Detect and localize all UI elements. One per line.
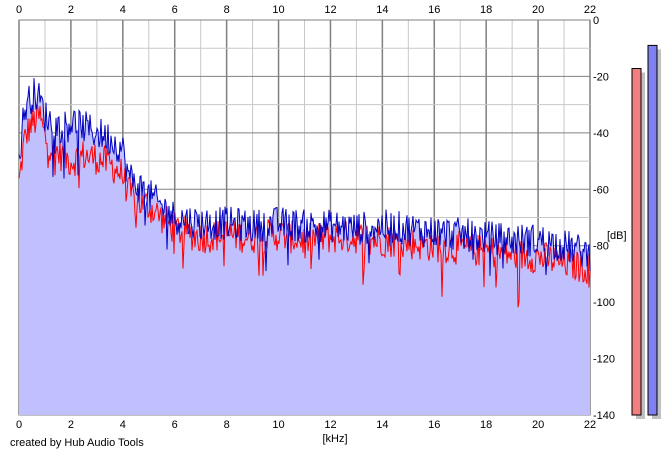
x-tick-label: 4 (120, 4, 126, 16)
x-tick-labels-bottom: 0 2 4 6 8 10 12 14 16 18 20 22 (16, 419, 596, 431)
x-tick-label: 10 (272, 419, 284, 431)
x-tick-label: 12 (324, 419, 336, 431)
series-line-blue (18, 78, 591, 276)
x-tick-label: 20 (532, 4, 544, 16)
y-tick-label: -40 (593, 128, 609, 140)
y-tick-label: -120 (593, 354, 615, 366)
x-tick-label: 20 (532, 419, 544, 431)
x-tick-label: 0 (16, 419, 22, 431)
x-tick-label: 8 (224, 419, 230, 431)
x-tick-label: 22 (584, 4, 596, 16)
y-tick-label: -80 (593, 241, 609, 253)
y-tick-labels: 0 -20 -40 -60 -80 -100 -120 -140 (593, 15, 615, 422)
x-tick-labels-top: 0 2 4 6 8 10 12 14 16 18 20 22 (16, 4, 596, 16)
level-meters (631, 44, 661, 420)
series-line-red (18, 102, 591, 308)
x-tick-label: 4 (120, 419, 126, 431)
y-tick-label: -140 (593, 410, 615, 422)
x-tick-label: 10 (272, 4, 284, 16)
x-tick-label: 2 (68, 419, 74, 431)
y-tick-label: -20 (593, 71, 609, 83)
x-tick-label: 6 (172, 419, 178, 431)
x-tick-label: 2 (68, 4, 74, 16)
left-level-meter (631, 68, 642, 416)
y-axis-label: [dB] (607, 230, 627, 242)
x-tick-label: 14 (376, 419, 388, 431)
x-tick-label: 22 (584, 419, 596, 431)
x-tick-label: 18 (480, 4, 492, 16)
x-tick-label: 18 (480, 419, 492, 431)
x-tick-label: 0 (16, 4, 22, 16)
x-tick-label: 16 (428, 4, 440, 16)
x-tick-label: 6 (172, 4, 178, 16)
x-tick-label: 14 (376, 4, 388, 16)
x-tick-label: 8 (224, 4, 230, 16)
y-tick-label: -100 (593, 297, 615, 309)
x-axis-label: [kHz] (322, 433, 347, 445)
y-tick-label: -60 (593, 184, 609, 196)
x-tick-label: 12 (324, 4, 336, 16)
right-level-meter (647, 44, 658, 416)
x-tick-label: 16 (428, 419, 440, 431)
y-tick-label: 0 (593, 15, 599, 27)
credit-text: created by Hub Audio Tools (10, 437, 144, 449)
